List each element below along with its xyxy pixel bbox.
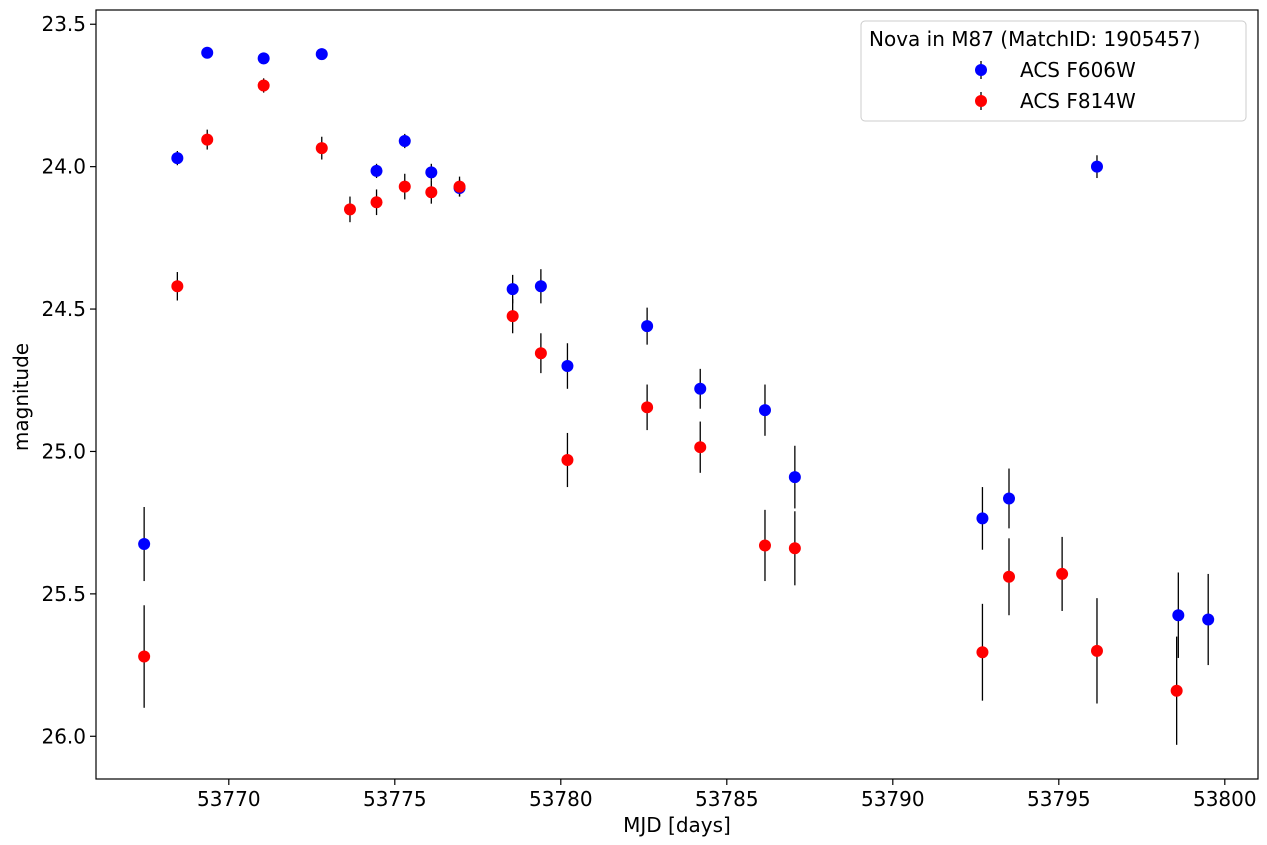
acs-f814w-point	[561, 454, 574, 467]
acs-f606w-point	[1003, 492, 1015, 505]
acs-f606w-point	[425, 166, 438, 179]
acs-f606w-point	[370, 164, 383, 177]
plot-frame	[95, 9, 1259, 780]
acs-f606w-point	[1090, 160, 1103, 173]
acs-f606w-point	[506, 283, 519, 296]
acs-f814w-point	[1056, 567, 1069, 580]
acs-f606w-point	[315, 48, 328, 61]
y-tick-label: 25.0	[41, 439, 86, 463]
legend-box	[860, 20, 1247, 122]
y-axis-label: magnitude	[9, 343, 33, 451]
acs-f814w-point	[1170, 684, 1183, 697]
legend-acs-f814w-marker	[975, 95, 987, 107]
y-tick-label: 26.0	[41, 724, 86, 748]
acs-f814w-point	[370, 196, 383, 209]
acs-f606w-point	[976, 512, 989, 525]
y-axis-ticks: 23.5 24.0 24.5 25.0 25.5 26.0	[41, 12, 96, 748]
acs-f606w-point	[1172, 609, 1185, 622]
y-tick-label: 25.5	[41, 582, 86, 606]
legend-title: Nova in M87 (MatchID: 1905457)	[869, 27, 1200, 51]
acs-f606w-point	[1202, 613, 1215, 626]
x-tick-label: 53800	[1193, 787, 1257, 811]
acs-f606w-point	[534, 280, 547, 293]
acs-f814w-point	[1003, 570, 1015, 583]
acs-f814w-point	[1090, 644, 1103, 657]
legend-acs-f606w-label: ACS F606W	[1020, 58, 1136, 82]
acs-f606w-point	[171, 152, 184, 165]
acs-f814w-point	[641, 401, 654, 414]
y-tick-label: 23.5	[41, 12, 86, 36]
acs-f606w-point	[138, 538, 151, 551]
x-tick-label: 53785	[695, 787, 759, 811]
acs-f814w-point	[343, 203, 356, 216]
acs-f606w-point	[201, 46, 214, 59]
x-tick-label: 53770	[197, 787, 261, 811]
acs-f814w-point	[534, 347, 547, 360]
acs-f814w-point	[257, 79, 270, 92]
x-axis-label: MJD [days]	[623, 813, 731, 837]
acs-f606w-point	[641, 320, 654, 333]
acs-f606w-point	[788, 471, 801, 484]
acs-f814w-point	[398, 180, 411, 193]
acs-f606w-point	[257, 52, 270, 65]
y-tick-label: 24.5	[41, 297, 86, 321]
legend-entries: ACS F606W ACS F814W	[975, 58, 1136, 113]
acs-f814w-point	[171, 280, 184, 293]
acs-f814w-point	[758, 539, 771, 552]
y-tick-label: 24.0	[41, 155, 86, 179]
x-tick-label: 53790	[861, 787, 925, 811]
data-points	[138, 46, 1215, 697]
x-axis-ticks: 53770 53775 53780 53785 53790 53795 53800	[197, 779, 1257, 811]
plot-background	[96, 10, 1258, 779]
acs-f814w-point	[315, 142, 328, 155]
acs-f814w-point	[138, 650, 151, 663]
x-tick-label: 53775	[363, 787, 427, 811]
acs-f814w-point	[788, 542, 801, 555]
acs-f814w-point	[976, 646, 989, 659]
acs-f606w-point	[758, 404, 771, 417]
x-tick-label: 53795	[1027, 787, 1091, 811]
x-tick-label: 53780	[529, 787, 593, 811]
legend-acs-f606w-marker	[975, 64, 987, 76]
acs-f814w-point	[425, 186, 438, 199]
acs-f814w-point	[694, 441, 707, 454]
acs-f606w-point	[398, 135, 411, 148]
acs-f606w-point	[694, 382, 707, 395]
legend-acs-f814w-label: ACS F814W	[1020, 89, 1136, 113]
acs-f814w-point	[201, 133, 214, 146]
acs-f814w-point	[453, 180, 466, 193]
acs-f814w-point	[506, 310, 519, 323]
acs-f606w-point	[561, 360, 574, 373]
legend: Nova in M87 (MatchID: 1905457) ACS F606W…	[860, 20, 1247, 122]
